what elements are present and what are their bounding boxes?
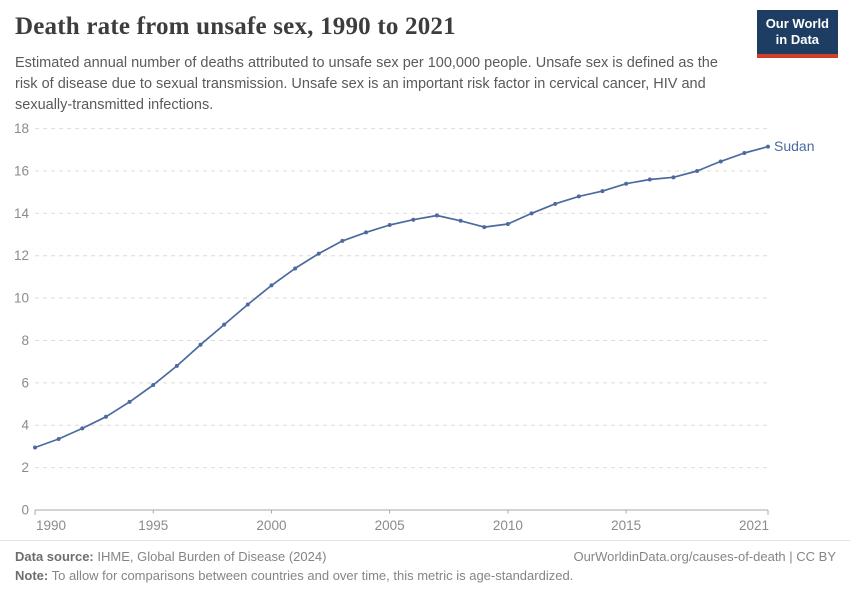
y-tick-label: 2 — [21, 460, 29, 475]
series-end-label[interactable]: Sudan — [774, 138, 814, 154]
x-tick-label: 1990 — [36, 518, 66, 533]
logo-line2: in Data — [775, 32, 820, 48]
x-tick-label: 2010 — [493, 518, 523, 533]
y-tick-label: 0 — [21, 503, 29, 518]
data-point — [482, 225, 487, 230]
data-point — [198, 342, 203, 347]
footer: Data source: IHME, Global Burden of Dise… — [0, 540, 850, 600]
data-point — [151, 382, 156, 387]
y-tick-label: 14 — [14, 206, 30, 221]
data-point — [742, 150, 747, 155]
page-title: Death rate from unsafe sex, 1990 to 2021 — [15, 13, 456, 40]
data-point — [718, 159, 723, 164]
owid-logo[interactable]: Our World in Data — [756, 10, 838, 58]
x-tick-label: 2000 — [256, 518, 286, 533]
y-tick-label: 4 — [21, 418, 29, 433]
y-tick-label: 18 — [14, 121, 29, 136]
y-tick-label: 8 — [21, 333, 29, 348]
logo-line1: Our World — [765, 16, 829, 31]
data-point — [174, 363, 179, 368]
series-line — [34, 145, 769, 449]
page-subtitle: Estimated annual number of deaths attrib… — [15, 55, 718, 114]
data-source-label: Data source: — [15, 549, 94, 564]
y-tick-label: 12 — [14, 248, 29, 263]
data-point — [56, 437, 61, 442]
data-point — [80, 426, 85, 431]
data-point — [411, 217, 416, 222]
y-tick-label: 16 — [14, 163, 29, 178]
data-point — [600, 189, 605, 194]
x-tick-label: 2005 — [375, 518, 405, 533]
data-point — [364, 230, 369, 235]
data-source: Data source: IHME, Global Burden of Dise… — [15, 549, 326, 564]
x-tick-label: 2015 — [611, 518, 641, 533]
y-tick-label: 10 — [14, 291, 29, 306]
data-point — [647, 177, 652, 182]
note-text: To allow for comparisons between countri… — [48, 568, 574, 583]
attribution-link[interactable]: OurWorldinData.org/causes-of-death | CC … — [573, 549, 836, 564]
data-point — [434, 213, 439, 218]
data-point — [695, 168, 700, 173]
data-point — [316, 251, 321, 256]
y-tick-label: 6 — [21, 375, 29, 390]
data-point — [293, 266, 298, 271]
data-point — [245, 302, 250, 307]
data-point — [127, 399, 132, 404]
data-point — [553, 201, 558, 206]
data-point — [624, 181, 629, 186]
data-point — [387, 223, 392, 228]
data-point — [103, 414, 108, 419]
data-point — [671, 175, 676, 180]
data-point — [766, 144, 770, 149]
data-point — [269, 283, 274, 288]
x-tick-label: 1995 — [138, 518, 168, 533]
note-label: Note: — [15, 568, 49, 583]
x-tick-label: 2021 — [739, 518, 769, 533]
data-point — [340, 238, 345, 243]
data-point — [458, 218, 463, 223]
data-point — [222, 322, 227, 327]
data-point — [33, 445, 37, 450]
data-point — [505, 221, 510, 226]
data-point — [576, 194, 581, 199]
data-point — [529, 211, 534, 216]
chart-note: Note: To allow for comparisons between c… — [15, 568, 836, 583]
data-source-text: IHME, Global Burden of Disease (2024) — [93, 549, 327, 564]
